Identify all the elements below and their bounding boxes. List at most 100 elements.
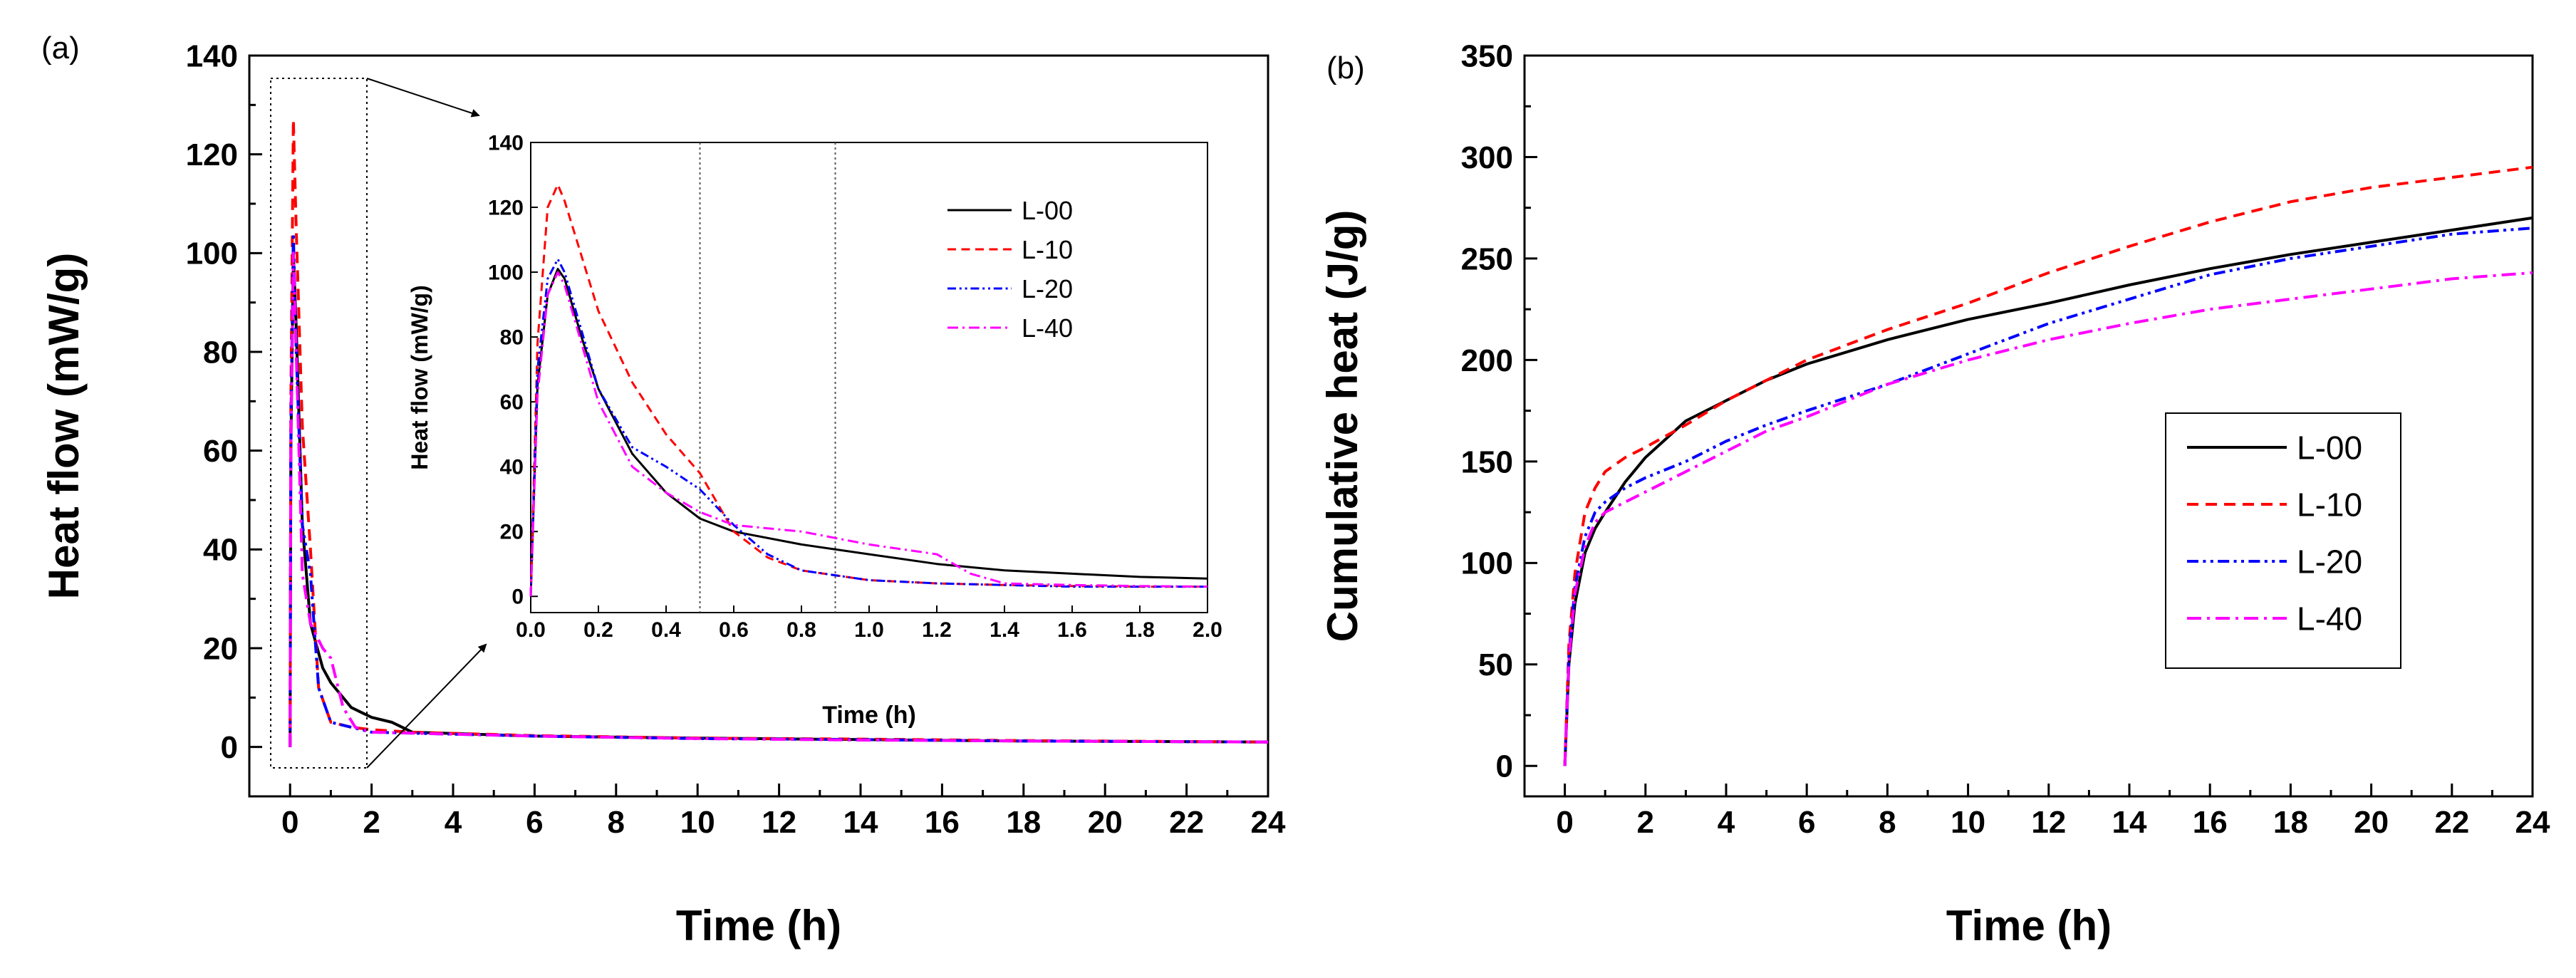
- panel-b-series-l-10: [1563, 165, 2533, 766]
- inset-legend: L-00 L-10 L-20 L-40: [947, 196, 1073, 343]
- panel-a-xtick-label: 2: [363, 805, 380, 840]
- panel-a-ytick-label: 60: [203, 434, 238, 469]
- panel-b-ytick-label: 0: [1496, 749, 1513, 784]
- panel-a-xtick-label: 14: [843, 805, 878, 840]
- inset-ytick-label: 0: [511, 586, 524, 609]
- panel-b-ytick-label: 250: [1461, 241, 1513, 276]
- panel-b-legend-label-l-00: L-00: [2297, 430, 2362, 467]
- panel-b-xtick-label: 12: [2031, 805, 2066, 840]
- panel-b-x-axis: 0 2 4 6 8 10 12 14 16 18 20 22 24: [1523, 784, 2550, 840]
- inset-legend-label-l-00: L-00: [1022, 196, 1073, 225]
- panel-b-xtick-label: 0: [1556, 805, 1573, 840]
- inset-ytick-label: 20: [500, 521, 524, 544]
- panel-a-xtick-label: 24: [1251, 805, 1286, 840]
- inset-xtick-label: 1.2: [922, 618, 952, 642]
- panel-b-ytick-label: 150: [1461, 444, 1513, 479]
- inset-y-axis-title: Heat flow (mW/g): [407, 285, 432, 470]
- panel-b-xtick-label: 8: [1879, 805, 1896, 840]
- inset-legend-label-l-20: L-20: [1022, 274, 1073, 303]
- panel-b-series-l-40: [1563, 271, 2533, 766]
- inset-xtick-label: 0.4: [651, 618, 681, 642]
- panel-a-ytick-label: 40: [203, 533, 238, 568]
- panel-b-xtick-label: 24: [2515, 805, 2550, 840]
- inset-xtick-label: 1.4: [990, 618, 1019, 642]
- panel-b-xtick-label: 20: [2354, 805, 2389, 840]
- panel-b-label: (b): [1326, 51, 1365, 85]
- panel-b-legend-box: [2165, 412, 2401, 669]
- panel-a-xtick-label: 6: [526, 805, 543, 840]
- panel-b-ytick-label: 300: [1461, 140, 1513, 175]
- panel-a-xtick-label: 12: [762, 805, 796, 840]
- inset-xtick-label: 0.0: [516, 618, 546, 642]
- panel-b-plot-frame: [1523, 54, 2534, 798]
- zoom-arrow-bottom: [366, 643, 487, 769]
- inset-ytick-label: 120: [488, 197, 524, 220]
- panel-b-xtick-label: 14: [2112, 805, 2147, 840]
- inset-legend-label-l-10: L-10: [1022, 235, 1073, 264]
- panel-a-ytick-label: 80: [203, 335, 238, 370]
- panel-a-ytick-label: 0: [221, 730, 238, 765]
- inset-series-l-20: [529, 258, 1208, 597]
- panel-a-y-axis: 0 20 40 60 80 100 120 140: [186, 38, 262, 798]
- panel-b-xtick-label: 10: [1951, 805, 1985, 840]
- panel-a-x-axis-title: Time (h): [676, 902, 841, 950]
- inset-ytick-label: 60: [500, 391, 524, 415]
- panel-b-x-axis-title: Time (h): [1946, 902, 2112, 950]
- inset-ytick-label: 140: [488, 132, 524, 155]
- inset-xtick-label: 0.8: [786, 618, 816, 642]
- panel-b-ytick-label: 350: [1461, 38, 1513, 73]
- inset-series-l-00: [529, 268, 1208, 597]
- inset-series-l-40: [529, 271, 1208, 597]
- panel-a-inset-chart: 0 20 40 60 80 100 120 140 0.0 0.2 0.4 0.6 0.8 1.0 1.2…: [407, 132, 1222, 729]
- panel-b-legend-label-l-40: L-40: [2297, 600, 2362, 638]
- panel-a-ytick-label: 20: [203, 631, 238, 666]
- zoom-arrow-top: [366, 78, 480, 118]
- panel-b-xtick-label: 4: [1718, 805, 1735, 840]
- panel-a-xtick-label: 0: [281, 805, 298, 840]
- inset-xtick-label: 2.0: [1193, 618, 1222, 642]
- panel-a-series-l-40: [289, 251, 1269, 747]
- panel-b-y-axis-title: Cumulative heat (J/g): [1319, 210, 1366, 643]
- panel-b-ytick-label: 50: [1478, 647, 1513, 682]
- panel-b-ytick-label: 100: [1461, 546, 1513, 581]
- panel-a-ytick-label: 100: [186, 236, 238, 271]
- panel-a-xtick-label: 10: [680, 805, 715, 840]
- panel-a-xtick-label: 4: [445, 805, 462, 840]
- inset-ytick-label: 40: [500, 456, 524, 479]
- inset-series-group: [529, 183, 1208, 597]
- inset-vertical-guides: [699, 142, 836, 613]
- inset-xtick-label: 0.2: [583, 618, 613, 642]
- panel-a-x-axis: 0 2 4 6 8 10 12 14 16 18 20 22 24: [248, 784, 1286, 840]
- inset-legend-label-l-40: L-40: [1022, 313, 1073, 343]
- panel-a-xtick-label: 16: [925, 805, 960, 840]
- panel-a-xtick-label: 18: [1006, 805, 1041, 840]
- panel-b-xtick-label: 22: [2434, 805, 2469, 840]
- inset-x-axis: 0.0 0.2 0.4 0.6 0.8 1.0 1.2 1.4 1.6 1.8 2.0: [516, 605, 1222, 642]
- inset-ytick-label: 80: [500, 326, 524, 350]
- panel-a-label: (a): [41, 31, 80, 66]
- panel-b-xtick-label: 18: [2273, 805, 2308, 840]
- panel-b-xtick-label: 6: [1798, 805, 1815, 840]
- inset-xtick-label: 1.0: [854, 618, 884, 642]
- inset-xtick-label: 1.8: [1125, 618, 1155, 642]
- inset-xtick-label: 0.6: [719, 618, 749, 642]
- panel-b-ytick-label: 200: [1461, 343, 1513, 378]
- panel-b-y-axis: 0 50 100 150 200 250 300 350: [1461, 38, 1537, 784]
- panel-a-xtick-label: 22: [1169, 805, 1204, 840]
- inset-x-axis-title: Time (h): [822, 702, 916, 729]
- inset-xtick-label: 1.6: [1057, 618, 1087, 642]
- panel-b-series-group: [1563, 165, 2533, 766]
- panel-a-y-axis-title: Heat flow (mW/g): [40, 253, 88, 600]
- panel-b-xtick-label: 2: [1637, 805, 1654, 840]
- panel-a-zoom-box: [270, 78, 368, 769]
- panel-a-xtick-label: 20: [1088, 805, 1123, 840]
- panel-b-series-l-20: [1563, 227, 2533, 766]
- panel-b-legend: L-00 L-10 L-20 L-40: [2165, 412, 2401, 669]
- panel-a-ytick-label: 120: [186, 137, 238, 172]
- panel-b-legend-label-l-10: L-10: [2297, 487, 2362, 524]
- panel-a-ytick-label: 140: [186, 38, 238, 73]
- inset-background: [531, 142, 1208, 613]
